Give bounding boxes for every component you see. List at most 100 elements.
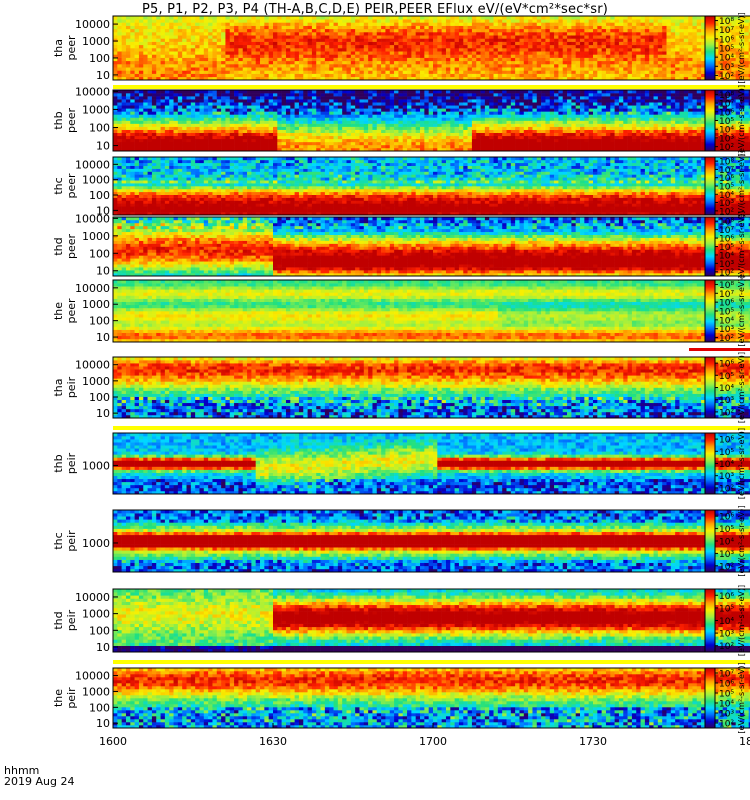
quality-flag-bar: [113, 660, 750, 664]
y-axis-label-species: peir: [65, 609, 78, 631]
colorbar-tick-label: 10⁵: [719, 372, 734, 382]
panel-thd-peir: 10 100 1000 10000 thd peir 10² 10³ 10⁴ 10⁵ 10⁶ [eV/…: [52, 585, 750, 664]
panel-tha-peir: 10 100 1000 10000 tha peir 10² 10³ 10⁴ 10⁵ 10⁶ [eV/…: [52, 352, 750, 430]
y-tick-label: 10: [96, 265, 110, 278]
y-tick-label: 1000: [82, 298, 110, 311]
colorbar-tick-label: 10⁵: [719, 308, 734, 318]
colorbar-tick-label: 10²: [719, 72, 734, 82]
colorbar-tick-label: 10⁶: [719, 513, 734, 523]
y-tick-label: 1000: [82, 230, 110, 243]
colorbar-tick-label: 10⁸: [719, 17, 734, 27]
y-tick-label: 10: [96, 204, 110, 217]
colorbar-tick-label: 10⁶: [719, 108, 734, 118]
colorbar-tick-label: 10⁵: [719, 45, 734, 55]
colorbar-tick-label: 10³: [719, 325, 734, 335]
panel-thb-peer: 10 100 1000 10000 thb peer 10²10³10⁴10⁵10⁶10⁷1…: [52, 85, 750, 156]
y-axis-label-probe: the: [52, 689, 65, 707]
spectrogram-thb-peir: [113, 433, 750, 495]
colorbar-tick-label: 10⁴: [719, 251, 734, 261]
colorbar-tick-label: 10⁶: [719, 360, 734, 370]
colorbar-tick-label: 10³: [719, 199, 734, 209]
colorbar-tick-label: 10⁶: [719, 299, 734, 309]
colorbar-unit-label: [eV/(cm²-s-sr-eV)]: [737, 352, 746, 423]
y-tick-label: 10: [96, 641, 110, 654]
y-axis-label-probe: tha: [52, 39, 65, 57]
colorbar-tick-label: 10⁷: [719, 226, 734, 236]
y-axis-label-species: peer: [65, 173, 78, 199]
y-axis-label-probe: thc: [52, 177, 65, 194]
colorbar-tick-label: 10⁸: [719, 281, 734, 291]
y-axis-label-species: peir: [65, 530, 78, 552]
colorbar-tick-label: 10³: [719, 396, 734, 406]
y-axis-label-species: peir: [65, 687, 78, 709]
colorbar-tick-label: 10²: [719, 642, 734, 652]
spectrogram-tha-peer: [113, 16, 750, 81]
y-tick-label: 10000: [75, 670, 110, 683]
colorbar-thb-peir: 10² 10³ 10⁴ 10⁵ 10⁶ [eV/(cm²-s-sr-eV)]: [704, 428, 746, 499]
x-tick-label: 1730: [579, 735, 607, 748]
spectrogram-thc-peir: [113, 510, 750, 573]
y-tick-label: 1000: [82, 35, 110, 48]
colorbar-tick-label: 10⁶: [719, 592, 734, 602]
colorbar-tick-label: 10⁴: [719, 191, 734, 201]
x-tick-label: 1630: [259, 735, 287, 748]
y-tick-label: 10000: [75, 359, 110, 372]
quality-flag-bar: [113, 426, 750, 430]
y-axis-label-species: peer: [65, 35, 78, 61]
colorbar-tick-label: 10³: [719, 134, 734, 144]
y-tick-label: 1000: [82, 375, 110, 388]
colorbar-unit-label: [eV/(cm²-s-sr-eV)]: [737, 585, 746, 656]
colorbar-tick-label: 10⁴: [719, 617, 734, 627]
y-tick-label: 100: [89, 701, 110, 714]
colorbar-tick-label: 10⁶: [719, 235, 734, 245]
colorbar-tick-label: 10²: [719, 484, 734, 494]
colorbar-tick-label: 10⁸: [719, 91, 734, 101]
colorbar-tick-label: 10⁷: [719, 670, 734, 680]
colorbar-tick-label: 10⁵: [719, 604, 734, 614]
colorbar-tick-label: 10⁶: [719, 680, 734, 690]
spectrogram-thb-peer: [113, 90, 750, 152]
y-axis-label-species: peir: [65, 376, 78, 398]
colorbar-tick-label: 10⁴: [719, 54, 734, 64]
colorbar-tick-label: 10⁶: [719, 436, 734, 446]
y-tick-label: 10000: [75, 212, 110, 225]
colorbar-unit-label: [eV/(cm²-s-sr-eV)]: [737, 85, 746, 156]
spectrogram-thd-peer: [113, 217, 750, 277]
spectrogram-tha-peir: [113, 357, 750, 419]
panel-frame: [112, 356, 750, 419]
time-axis-label: hhmm: [4, 765, 39, 776]
colorbar-tick-label: 10⁴: [719, 126, 734, 136]
x-tick-label: 1600: [99, 735, 127, 748]
colorbar-tick-label: 10²: [719, 207, 734, 217]
spectrogram-thd-peir: [113, 589, 750, 653]
panel-the-peer: 10 100 1000 10000 the peer 10²10³10⁴10⁵10⁶10⁷1…: [52, 275, 750, 351]
y-tick-label: 10: [96, 717, 110, 730]
y-tick-label: 100: [89, 122, 110, 135]
colorbar-tick-label: 10⁵: [719, 448, 734, 458]
y-tick-label: 10000: [75, 18, 110, 31]
panel-tha-peer: 10 100 1000 10000 tha peer 10²10³10⁴10⁵10⁶10⁷1…: [52, 12, 750, 89]
colorbar-thd-peir: 10² 10³ 10⁴ 10⁵ 10⁶ [eV/(cm²-s-sr-eV)]: [704, 585, 746, 656]
colorbar-tick-label: 10⁶: [719, 35, 734, 45]
panel-frame: [112, 509, 750, 573]
colorbar-unit-label: [eV/(cm²-s-sr-eV)]: [737, 275, 746, 346]
y-tick-label: 10000: [75, 591, 110, 604]
colorbar-tick-label: 10⁷: [719, 26, 734, 36]
colorbar-tick-label: 10²: [719, 720, 734, 730]
panel-frame: [112, 156, 750, 216]
y-axis-label-species: peer: [65, 108, 78, 134]
colorbar-tick-label: 10⁴: [719, 700, 734, 710]
colorbar-unit-label: [eV/(cm²-s-sr-eV)]: [737, 662, 746, 733]
colorbar-tick-label: 10²: [719, 143, 734, 153]
y-tick-label: 10: [96, 140, 110, 153]
y-axis-label-probe: thd: [52, 237, 65, 255]
colorbar-unit-label: [eV/(cm²-s-sr-eV)]: [737, 505, 746, 576]
y-tick-label: 100: [89, 624, 110, 637]
panel-frame: [112, 89, 750, 152]
panel-the-peir: 10 100 1000 10000 the peir 10²10³10⁴10⁵10⁶10⁷[…: [52, 662, 750, 734]
y-tick-label: 100: [89, 247, 110, 260]
